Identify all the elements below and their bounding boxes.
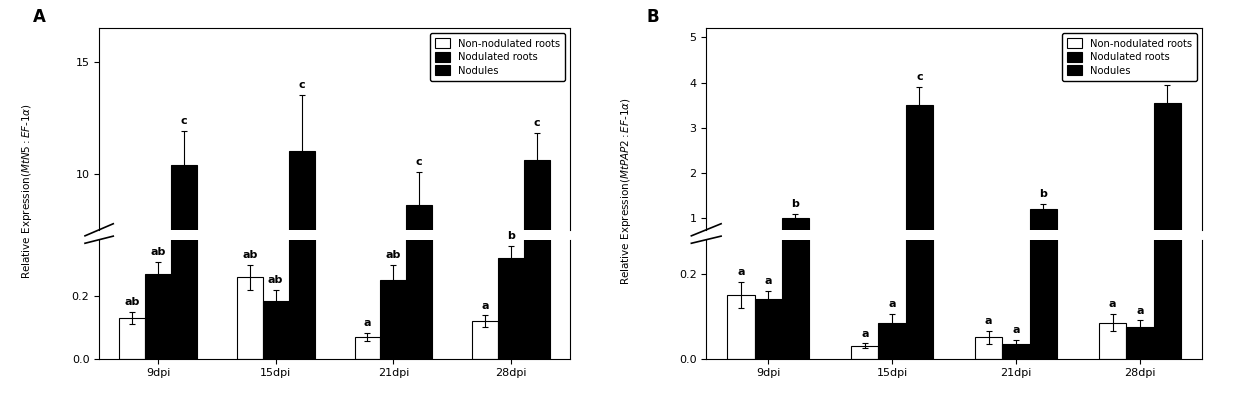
Text: B: B <box>647 8 659 26</box>
Text: a: a <box>1136 305 1144 316</box>
Bar <box>1002 344 1030 359</box>
Bar <box>755 258 782 264</box>
Bar <box>237 392 263 398</box>
Bar <box>1099 260 1126 264</box>
Bar <box>906 0 933 359</box>
Bar <box>851 262 878 264</box>
Bar <box>727 295 755 359</box>
Bar <box>145 274 171 359</box>
Bar <box>380 280 406 359</box>
Bar <box>878 260 906 264</box>
Text: a: a <box>985 316 992 326</box>
Bar <box>878 322 906 359</box>
Text: c: c <box>916 72 923 82</box>
Text: b: b <box>792 199 799 209</box>
Bar <box>119 395 145 398</box>
Bar <box>782 0 809 359</box>
Bar <box>380 392 406 398</box>
Bar <box>289 152 315 398</box>
Bar <box>498 258 524 359</box>
Text: ab: ab <box>150 247 166 257</box>
Bar <box>975 262 1002 264</box>
Bar <box>1126 260 1154 264</box>
Bar <box>906 105 933 264</box>
Text: ab: ab <box>242 250 258 260</box>
Bar <box>472 395 498 398</box>
Text: Relative Expression($\it{MtN5:EF}$-$\it{1\alpha}$): Relative Expression($\it{MtN5:EF}$-$\it{… <box>20 104 35 279</box>
Bar <box>171 0 197 359</box>
Bar <box>524 0 550 359</box>
Bar <box>1154 103 1181 264</box>
Bar <box>727 257 755 264</box>
Text: a: a <box>737 268 745 277</box>
Bar <box>354 337 380 359</box>
Bar <box>524 160 550 398</box>
Text: a: a <box>888 299 896 309</box>
Text: a: a <box>1109 299 1116 309</box>
Bar <box>975 337 1002 359</box>
Bar <box>263 301 289 359</box>
Legend: Non-nodulated roots, Nodulated roots, Nodules: Non-nodulated roots, Nodulated roots, No… <box>1062 33 1197 81</box>
Bar <box>354 396 380 398</box>
Bar <box>1126 327 1154 359</box>
Bar <box>1099 322 1126 359</box>
Text: b: b <box>1040 189 1047 199</box>
Bar <box>406 205 432 398</box>
Bar <box>498 391 524 398</box>
Bar <box>1154 0 1181 359</box>
Text: c: c <box>181 116 187 126</box>
Bar <box>755 299 782 359</box>
Text: ab: ab <box>385 250 401 260</box>
Bar <box>289 0 315 359</box>
Bar <box>851 346 878 359</box>
Text: b: b <box>507 231 515 241</box>
Bar <box>1030 210 1057 264</box>
Text: ab: ab <box>124 297 140 307</box>
Text: a: a <box>1012 325 1020 335</box>
Text: c: c <box>299 80 305 90</box>
Text: c: c <box>416 156 422 166</box>
Text: a: a <box>764 276 772 286</box>
Text: a: a <box>482 301 489 311</box>
Text: c: c <box>1163 70 1171 80</box>
Legend: Non-nodulated roots, Nodulated roots, Nodules: Non-nodulated roots, Nodulated roots, No… <box>430 33 565 81</box>
Bar <box>119 318 145 359</box>
Bar <box>406 0 432 359</box>
Text: Relative Expression($\it{MtPAP2:EF}$-$\it{1\alpha}$): Relative Expression($\it{MtPAP2:EF}$-$\i… <box>618 98 633 285</box>
Bar <box>263 394 289 398</box>
Bar <box>1002 262 1030 264</box>
Bar <box>1030 0 1057 359</box>
Bar <box>237 277 263 359</box>
Bar <box>171 165 197 398</box>
Bar <box>145 392 171 398</box>
Bar <box>472 321 498 359</box>
Bar <box>782 218 809 264</box>
Text: a: a <box>861 328 869 339</box>
Text: c: c <box>534 118 540 129</box>
Text: ab: ab <box>268 275 284 285</box>
Text: A: A <box>33 8 46 26</box>
Text: a: a <box>364 318 372 328</box>
